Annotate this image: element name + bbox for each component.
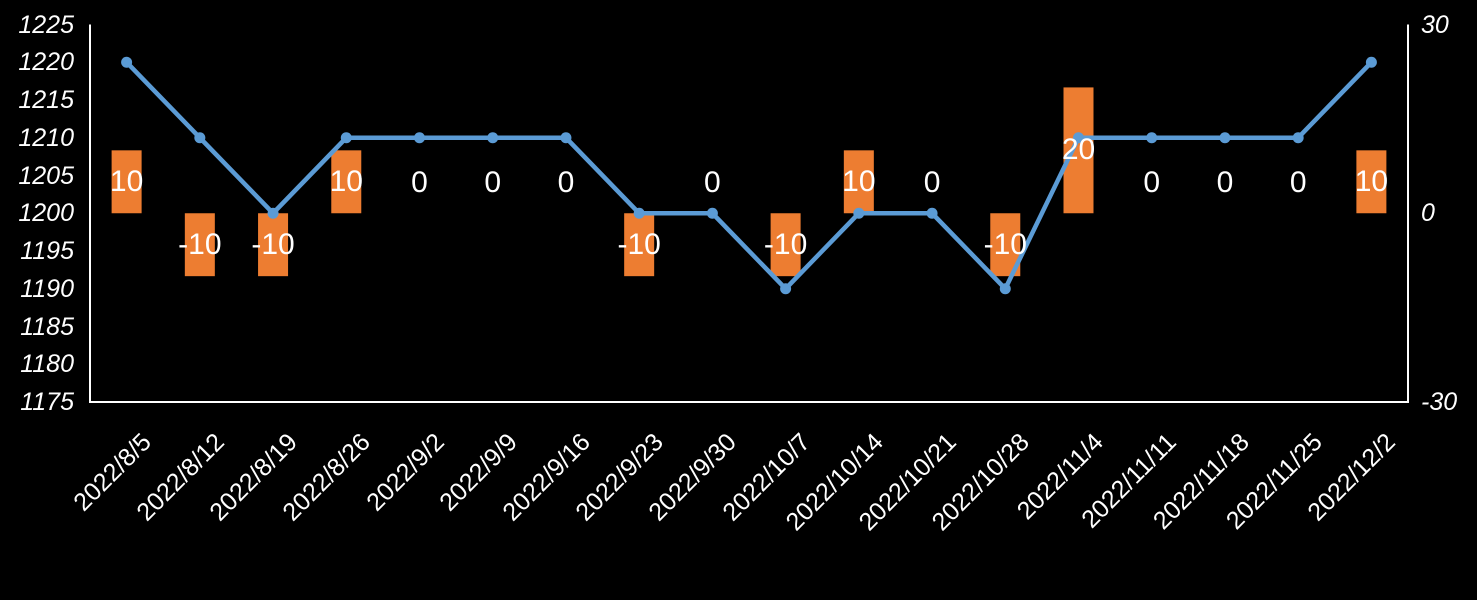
bar	[184, 213, 215, 277]
left-axis-tick-label: 1205	[18, 161, 74, 190]
line-marker	[487, 132, 499, 144]
line-marker	[1365, 56, 1377, 68]
bar	[624, 213, 655, 277]
left-axis-tick-label: 1190	[20, 274, 74, 303]
bar-data-label: 0	[1216, 165, 1234, 199]
bar-data-label: 20	[1061, 133, 1096, 167]
line-marker	[1292, 132, 1304, 144]
bar-data-label: -10	[617, 227, 661, 261]
left-axis-tick-label: 1175	[20, 388, 74, 416]
bar-data-label: 10	[842, 164, 876, 198]
line-marker	[194, 132, 206, 144]
axis-lines	[89, 24, 1409, 403]
bar-data-label: -10	[178, 227, 222, 261]
line-marker	[267, 207, 279, 219]
bar-data-label: -10	[763, 227, 808, 261]
right-axis-tick-label: 0	[1421, 199, 1435, 228]
bar-data-label: 0	[557, 165, 575, 199]
line-marker	[1219, 132, 1231, 144]
right-axis-tick-label: 30	[1421, 10, 1449, 39]
bar-data-label: 10	[329, 164, 363, 198]
bar-data-label: 10	[109, 164, 144, 198]
line-marker	[633, 207, 645, 219]
line-marker	[414, 132, 425, 144]
bar	[111, 150, 142, 214]
bar	[1063, 87, 1094, 214]
right-axis-tick-label: -30	[1421, 388, 1458, 416]
left-axis-tick-label: 1180	[20, 350, 74, 379]
line-marker	[1146, 132, 1158, 144]
line-marker	[1073, 132, 1084, 144]
line-marker	[999, 283, 1011, 295]
left-axis-tick-label: 1215	[18, 86, 74, 114]
left-axis-tick-label: 1195	[20, 237, 74, 265]
line-path	[124, 60, 1374, 291]
bar	[843, 150, 874, 214]
line-marker	[853, 207, 865, 219]
bar-data-label: 0	[1143, 165, 1161, 199]
left-axis-tick-label: 1220	[18, 48, 74, 77]
line-marker	[560, 132, 572, 144]
left-axis-tick-label: 1200	[18, 199, 74, 228]
line-marker	[340, 132, 352, 144]
line-marker	[926, 207, 938, 219]
left-axis-tick-label: 1210	[18, 123, 74, 152]
bar-data-label: -10	[251, 227, 295, 261]
bar	[770, 213, 801, 277]
bar	[1356, 150, 1387, 214]
bar	[331, 150, 362, 214]
bar-data-label: 0	[704, 165, 721, 199]
bar-data-label: 0	[411, 165, 428, 199]
bar-data-label: 0	[923, 165, 941, 199]
line-marker	[780, 283, 792, 295]
bar	[258, 213, 289, 277]
line-marker	[706, 207, 718, 219]
left-axis-tick-label: 1185	[20, 312, 74, 341]
bar-data-label: 0	[1289, 165, 1307, 199]
bar-data-label: -10	[983, 227, 1027, 261]
bar-data-label: 0	[484, 165, 502, 199]
line-marker	[121, 56, 133, 68]
bar-data-label: 10	[1354, 164, 1389, 198]
left-axis-tick-label: 1225	[18, 10, 74, 39]
